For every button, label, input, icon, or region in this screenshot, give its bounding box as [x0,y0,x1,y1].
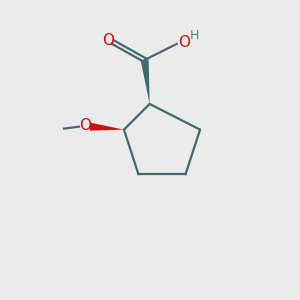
Polygon shape [90,123,124,130]
Polygon shape [141,59,150,104]
Text: O: O [178,35,190,50]
Text: H: H [190,29,199,43]
Text: O: O [102,34,114,49]
Text: O: O [79,118,91,133]
